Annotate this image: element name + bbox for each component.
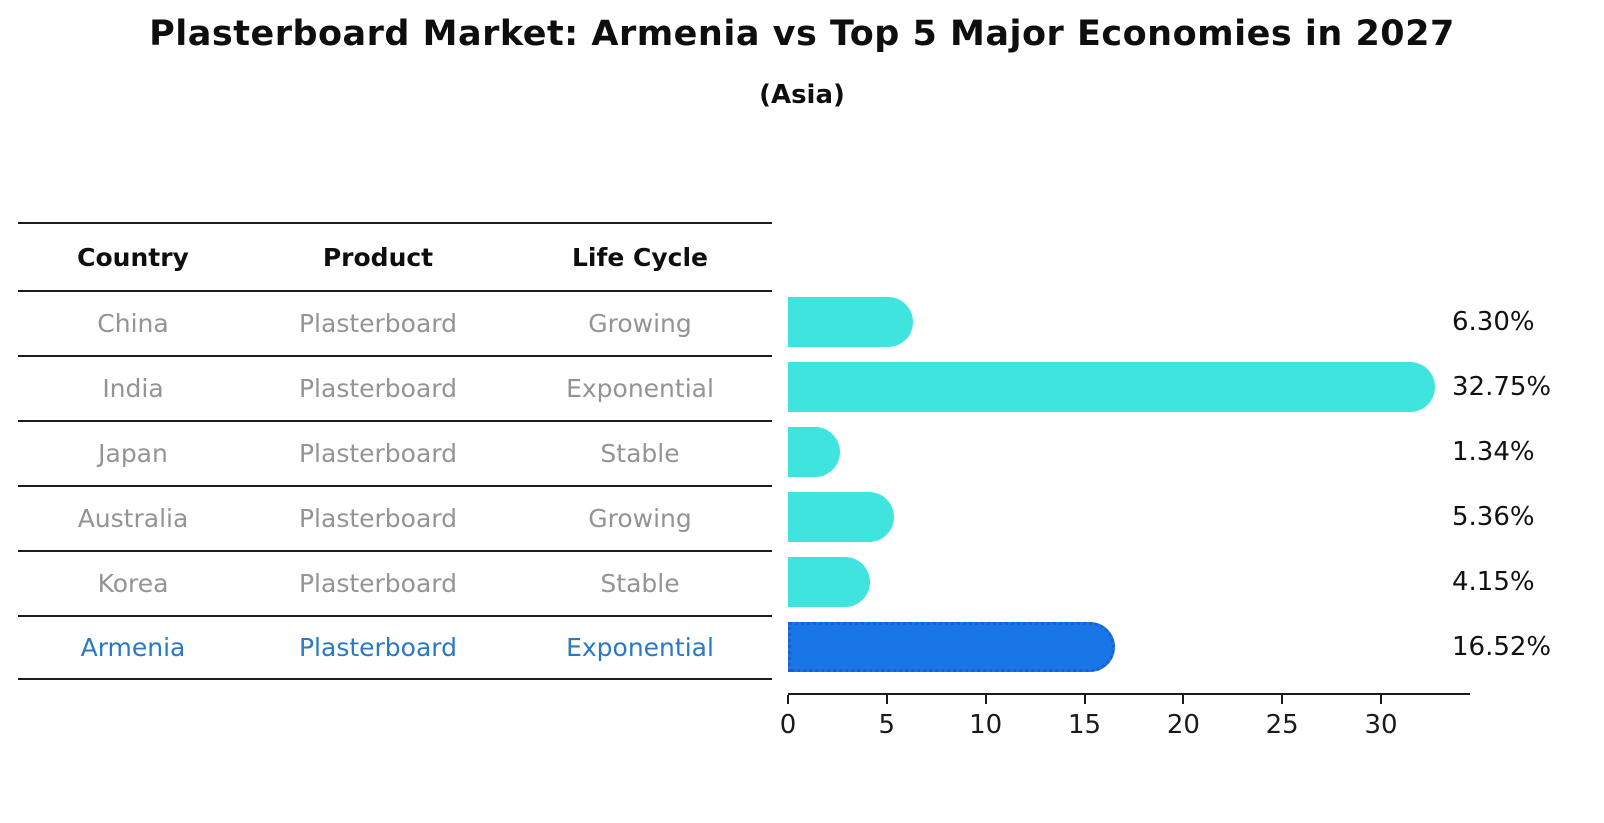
x-tick-label: 25	[1265, 710, 1299, 740]
x-tick-label: 10	[969, 710, 1003, 740]
chart-subtitle: (Asia)	[759, 80, 845, 110]
x-tick	[1083, 695, 1086, 704]
table-row: China Plasterboard Growing	[18, 290, 772, 355]
cell-product: Plasterboard	[298, 633, 458, 662]
x-tick	[1182, 695, 1185, 704]
bar	[788, 297, 913, 347]
cell-country: Armenia	[80, 633, 186, 662]
bar	[788, 557, 871, 607]
x-tick	[787, 695, 789, 704]
bar	[788, 622, 1115, 672]
x-tick-label: 0	[779, 710, 797, 740]
cell-life-cycle: Stable	[600, 569, 680, 598]
x-tick-label: 30	[1364, 710, 1398, 740]
cell-country: India	[102, 374, 164, 403]
cell-product: Plasterboard	[298, 439, 458, 468]
table-row: India Plasterboard Exponential	[18, 355, 772, 420]
bar	[788, 427, 840, 477]
x-tick	[984, 695, 987, 704]
cell-life-cycle: Exponential	[566, 633, 714, 662]
table-header-row: Country Product Life Cycle	[18, 222, 772, 290]
table-row: Korea Plasterboard Stable	[18, 550, 772, 615]
table-row: Australia Plasterboard Growing	[18, 485, 772, 550]
x-tick	[885, 695, 888, 704]
x-tick-label: 5	[878, 710, 896, 740]
x-tick-label: 20	[1166, 710, 1200, 740]
cell-product: Plasterboard	[298, 374, 458, 403]
table-bottom-rule	[18, 678, 772, 680]
column-header-product: Product	[322, 242, 434, 272]
value-label: 6.30%	[1452, 307, 1535, 337]
bar-chart: 0 5 10 15 20 25 30	[780, 222, 1470, 740]
cell-life-cycle: Growing	[588, 309, 692, 338]
value-label: 16.52%	[1452, 632, 1552, 662]
cell-life-cycle: Stable	[600, 439, 680, 468]
cell-product: Plasterboard	[298, 569, 458, 598]
cell-life-cycle: Growing	[588, 504, 692, 533]
cell-country: Korea	[97, 569, 169, 598]
value-label: 32.75%	[1452, 372, 1552, 402]
chart-title: Plasterboard Market: Armenia vs Top 5 Ma…	[149, 14, 1455, 54]
x-tick	[1380, 695, 1383, 704]
bar	[788, 362, 1436, 412]
cell-life-cycle: Exponential	[566, 374, 714, 403]
column-header-country: Country	[77, 242, 189, 272]
value-label: 5.36%	[1452, 502, 1535, 532]
cell-product: Plasterboard	[298, 504, 458, 533]
x-tick	[1281, 695, 1284, 704]
cell-country: Japan	[98, 439, 168, 468]
x-axis	[788, 693, 1470, 695]
market-table: Country Product Life Cycle China Plasterb…	[18, 222, 772, 680]
x-tick-label: 15	[1067, 710, 1102, 740]
table-row: Japan Plasterboard Stable	[18, 420, 772, 485]
bar	[788, 492, 894, 542]
cell-product: Plasterboard	[298, 309, 458, 338]
value-label: 1.34%	[1452, 437, 1535, 467]
column-header-life-cycle: Life Cycle	[571, 242, 709, 272]
value-label: 4.15%	[1452, 567, 1535, 597]
cell-country: China	[97, 309, 169, 338]
table-row: Armenia Plasterboard Exponential	[18, 615, 772, 678]
cell-country: Australia	[77, 504, 189, 533]
